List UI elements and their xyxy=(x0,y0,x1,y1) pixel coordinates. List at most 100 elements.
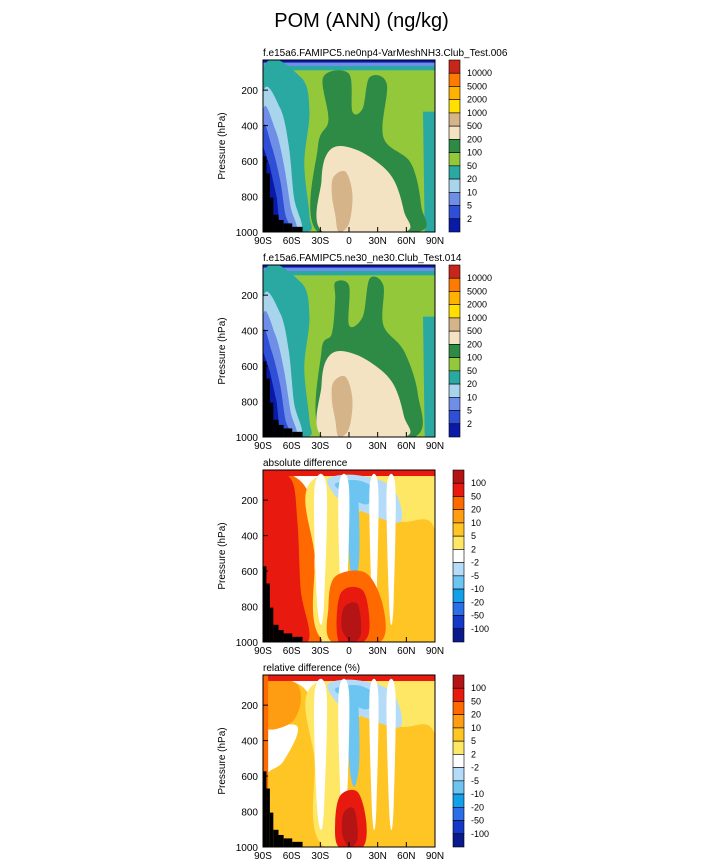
colorbar-label: 500 xyxy=(467,121,482,131)
x-tick-label: 0 xyxy=(346,441,352,452)
x-tick-label: 90N xyxy=(426,851,444,862)
colorbar-label: -10 xyxy=(471,584,484,594)
topography-block xyxy=(269,402,274,437)
colorbar-label: -100 xyxy=(471,624,489,634)
y-tick-label: 200 xyxy=(241,701,258,712)
field-neutral-streak xyxy=(386,473,396,626)
colorbar-label: -5 xyxy=(471,571,479,581)
colorbar-box xyxy=(448,99,461,114)
colorbar-label: 50 xyxy=(471,491,481,501)
x-tick-label: 30S xyxy=(311,851,329,862)
colorbar-label: 10 xyxy=(467,392,477,402)
topography-block xyxy=(273,419,279,437)
chart-panel-4: relative difference (%)20040060080010009… xyxy=(217,663,489,862)
colorbar-box xyxy=(452,767,465,782)
x-tick-label: 60S xyxy=(283,646,301,657)
field-neutral-streak xyxy=(369,678,379,831)
x-tick-label: 0 xyxy=(346,646,352,657)
colorbar-box xyxy=(452,628,465,643)
x-tick-label: 60S xyxy=(283,236,301,247)
topography-block xyxy=(263,771,267,847)
colorbar-label: 2 xyxy=(471,544,476,554)
colorbar-label: 1000 xyxy=(467,108,487,118)
y-tick-label: 200 xyxy=(241,86,258,97)
topography-block xyxy=(266,173,270,232)
colorbar-box xyxy=(452,509,465,524)
colorbar-label: 2000 xyxy=(467,300,487,310)
colorbar-box xyxy=(452,562,465,577)
x-tick-label: 30N xyxy=(368,236,386,247)
field-20-north xyxy=(423,316,435,437)
colorbar-label: -50 xyxy=(471,611,484,621)
colorbar-box xyxy=(452,793,465,808)
y-tick-label: 200 xyxy=(241,496,258,507)
colorbar-label: 2 xyxy=(467,214,472,224)
topography-block xyxy=(278,834,284,847)
field-5-top xyxy=(263,265,435,272)
colorbar-box xyxy=(448,264,461,279)
y-tick-label: 600 xyxy=(241,772,258,783)
field-100-surface xyxy=(341,807,358,847)
y-axis-label: Pressure (hPa) xyxy=(217,317,228,384)
colorbar-box xyxy=(448,410,461,425)
colorbar-box xyxy=(452,820,465,835)
y-axis-label: Pressure (hPa) xyxy=(217,522,228,589)
colorbar-label: 10 xyxy=(467,187,477,197)
colorbar-label: 10 xyxy=(471,723,481,733)
colorbar-label: -50 xyxy=(471,816,484,826)
colorbar-label: -20 xyxy=(471,802,484,812)
topography-block xyxy=(278,629,284,642)
chart-panel-2: f.e15a6.FAMIPC5.ne30_ne30.Club_Test.014 2… xyxy=(217,253,492,452)
colorbar-label: 5 xyxy=(467,406,472,416)
field-500 xyxy=(331,170,353,232)
colorbar-box xyxy=(448,205,461,220)
x-tick-label: 0 xyxy=(346,851,352,862)
colorbar-box xyxy=(448,165,461,180)
panel-title: absolute difference xyxy=(263,458,348,469)
y-tick-label: 200 xyxy=(241,291,258,302)
colorbar-box xyxy=(452,535,465,550)
colorbar-label: 5000 xyxy=(467,81,487,91)
colorbar-box xyxy=(448,72,461,87)
topography-block xyxy=(283,838,293,847)
topography-block xyxy=(292,636,303,642)
colorbar-label: 10000 xyxy=(467,68,492,78)
colorbar-label: 500 xyxy=(467,326,482,336)
y-axis-label: Pressure (hPa) xyxy=(217,727,228,794)
colorbar-label: 5 xyxy=(471,531,476,541)
field-5-top xyxy=(263,60,435,67)
colorbar-label: 2 xyxy=(471,749,476,759)
colorbar-box xyxy=(452,575,465,590)
colorbar-box xyxy=(452,469,465,484)
y-tick-label: 800 xyxy=(241,193,258,204)
topography-block xyxy=(292,841,303,847)
y-tick-label: 1000 xyxy=(236,843,259,854)
colorbar-label: 20 xyxy=(467,379,477,389)
topography-block xyxy=(263,156,267,232)
y-tick-label: 1000 xyxy=(236,638,259,649)
colorbar-box xyxy=(452,522,465,537)
colorbar-label: -2 xyxy=(471,558,479,568)
topography-block xyxy=(283,223,293,232)
colorbar-box xyxy=(448,397,461,411)
x-tick-label: 30N xyxy=(368,646,386,657)
x-tick-label: 60N xyxy=(397,441,415,452)
colorbar-label: -10 xyxy=(471,789,484,799)
colorbar-label: 5 xyxy=(467,201,472,211)
colorbar-box xyxy=(448,277,461,292)
colorbar-box xyxy=(448,291,461,305)
field-neg5-col xyxy=(348,487,360,582)
colorbar-box xyxy=(452,701,465,715)
y-axis-label: Pressure (hPa) xyxy=(217,112,228,179)
topography-block xyxy=(292,431,303,437)
colorbar-box xyxy=(452,754,465,768)
colorbar-box xyxy=(452,780,465,795)
x-tick-label: 30N xyxy=(368,851,386,862)
topography-block xyxy=(278,424,284,437)
y-tick-label: 800 xyxy=(241,398,258,409)
plot-area xyxy=(263,470,435,642)
y-tick-label: 600 xyxy=(241,157,258,168)
topography-block xyxy=(273,214,279,232)
colorbar-label: 100 xyxy=(471,683,486,693)
colorbar-label: -20 xyxy=(471,597,484,607)
